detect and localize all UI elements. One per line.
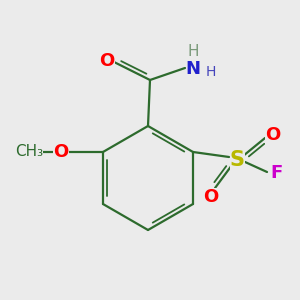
Text: O: O <box>266 126 281 144</box>
Text: CH₃: CH₃ <box>15 145 43 160</box>
Text: F: F <box>270 164 282 182</box>
Text: N: N <box>185 60 200 78</box>
Text: H: H <box>206 65 216 79</box>
Text: O: O <box>203 188 219 206</box>
Text: S: S <box>230 150 244 170</box>
Text: O: O <box>53 143 69 161</box>
Text: O: O <box>99 52 115 70</box>
Text: H: H <box>187 44 199 59</box>
